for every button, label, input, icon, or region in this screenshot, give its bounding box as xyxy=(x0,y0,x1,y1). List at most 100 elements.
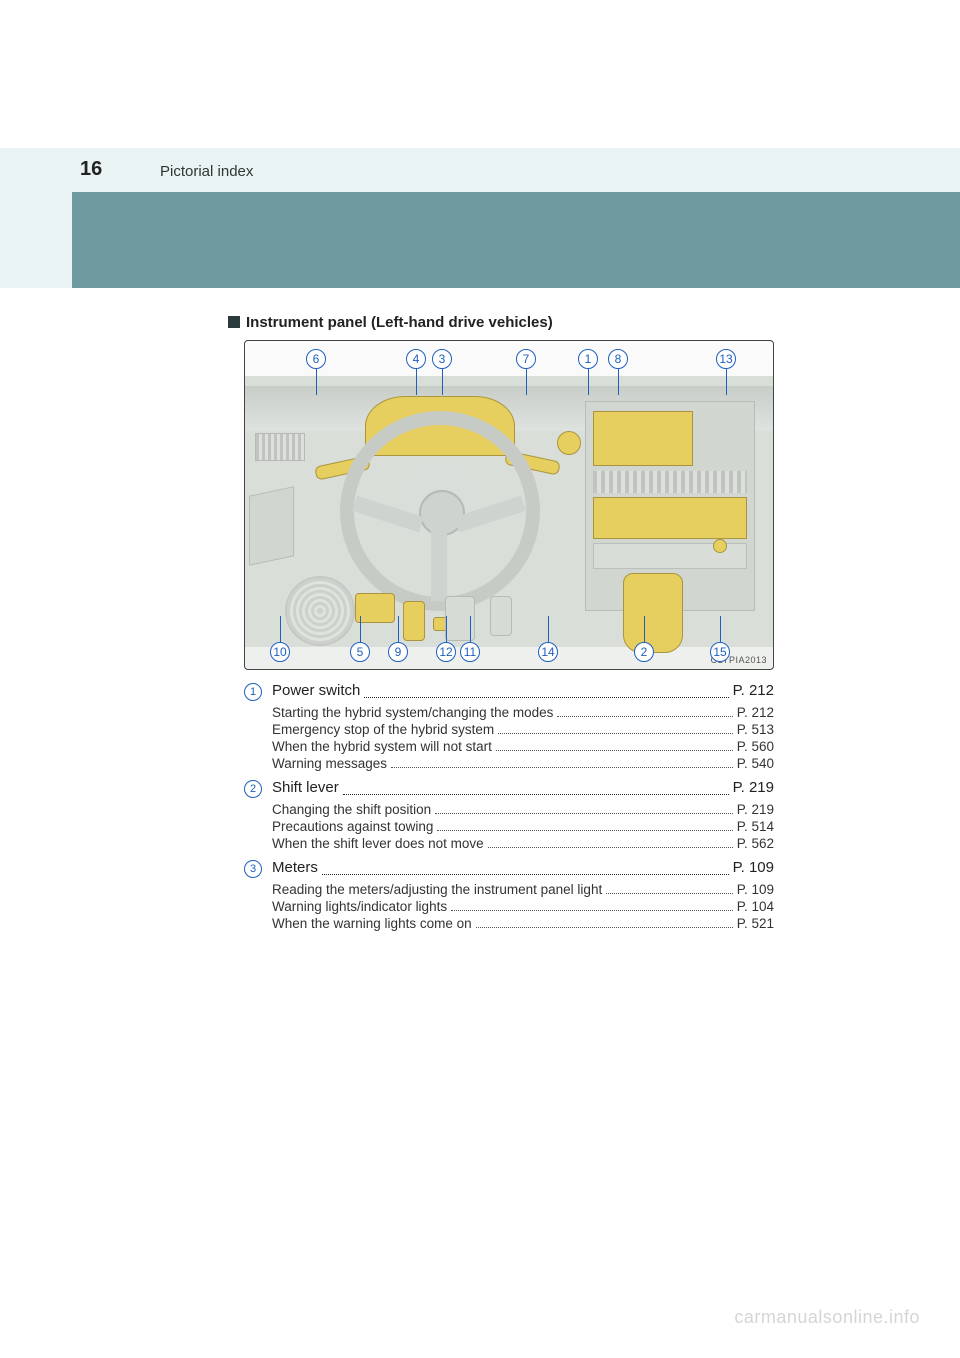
callout-15: 15 xyxy=(710,642,730,662)
aux-port xyxy=(713,539,727,553)
leader-dots xyxy=(606,893,733,894)
callout-leader xyxy=(526,369,527,395)
subitem-page: P. 219 xyxy=(737,802,774,817)
callout-3: 3 xyxy=(432,349,452,369)
leader-dots xyxy=(437,830,732,831)
callout-12: 12 xyxy=(436,642,456,662)
instrument-panel-diagram: CLYPIA2013 xyxy=(244,340,774,670)
entry-heading: 1Power switchP. 212 xyxy=(244,682,774,701)
callout-leader xyxy=(470,616,471,642)
index-entries: 1Power switchP. 212 Starting the hybrid s… xyxy=(244,682,774,939)
subitem-page: P. 513 xyxy=(737,722,774,737)
entry-subitem: Emergency stop of the hybrid system P. 51… xyxy=(272,722,774,737)
watermark: carmanualsonline.info xyxy=(734,1307,920,1328)
callout-1: 1 xyxy=(578,349,598,369)
vent-left xyxy=(255,433,305,461)
subitem-label: Starting the hybrid system/changing the … xyxy=(272,705,553,720)
subitem-page: P. 109 xyxy=(737,882,774,897)
leader-dots xyxy=(364,697,728,698)
callout-leader xyxy=(548,616,549,642)
leader-dots xyxy=(322,874,729,875)
subitem-page: P. 562 xyxy=(737,836,774,851)
entry-topic: Meters xyxy=(272,859,318,876)
subitem-page: P. 212 xyxy=(737,705,774,720)
leader-dots xyxy=(476,927,733,928)
subheading-text: Instrument panel (Left-hand drive vehicl… xyxy=(246,314,553,331)
callout-9: 9 xyxy=(388,642,408,662)
index-entry: 1Power switchP. 212 Starting the hybrid s… xyxy=(244,682,774,771)
callout-14: 14 xyxy=(538,642,558,662)
parking-brake-pedal xyxy=(403,601,425,641)
callout-leader xyxy=(398,616,399,642)
shift-lever xyxy=(623,573,683,653)
power-switch xyxy=(557,431,581,455)
leader-dots xyxy=(488,847,733,848)
callout-leader xyxy=(280,616,281,642)
callout-13: 13 xyxy=(716,349,736,369)
callout-leader xyxy=(446,616,447,642)
subitem-label: When the hybrid system will not start xyxy=(272,739,492,754)
leader-dots xyxy=(498,733,733,734)
leader-dots xyxy=(435,813,733,814)
callout-4: 4 xyxy=(406,349,426,369)
entry-subitem: Reading the meters/adjusting the instrum… xyxy=(272,882,774,897)
subitem-page: P. 540 xyxy=(737,756,774,771)
callout-leader xyxy=(644,616,645,642)
subheading: Instrument panel (Left-hand drive vehicl… xyxy=(228,314,553,331)
center-vents xyxy=(593,471,747,493)
left-shade xyxy=(0,192,72,288)
callout-5: 5 xyxy=(350,642,370,662)
entry-topic: Shift lever xyxy=(272,779,339,796)
entry-page: P. 219 xyxy=(733,779,774,796)
subitem-label: Warning lights/indicator lights xyxy=(272,899,447,914)
door-switch-panel xyxy=(249,486,294,566)
entry-subitem: Warning lights/indicator lights P. 104 xyxy=(272,899,774,914)
subitem-label: Emergency stop of the hybrid system xyxy=(272,722,494,737)
subitem-page: P. 521 xyxy=(737,916,774,931)
page: 16 Pictorial index Instrument panel (Lef… xyxy=(0,0,960,1358)
subitem-label: When the shift lever does not move xyxy=(272,836,484,851)
callout-leader xyxy=(618,369,619,395)
subitem-page: P. 514 xyxy=(737,819,774,834)
callout-leader xyxy=(726,369,727,395)
entry-page: P. 109 xyxy=(733,859,774,876)
door-speaker xyxy=(285,576,355,646)
entry-subitem: Starting the hybrid system/changing the … xyxy=(272,705,774,720)
callout-7: 7 xyxy=(516,349,536,369)
entry-subitem: Changing the shift positionP. 219 xyxy=(272,802,774,817)
entry-heading: 2Shift leverP. 219 xyxy=(244,779,774,798)
nav-screen xyxy=(593,411,693,466)
audio-unit xyxy=(593,497,747,539)
index-entry: 3MetersP. 109Reading the meters/adjustin… xyxy=(244,859,774,931)
leader-dots xyxy=(391,767,733,768)
subitem-page: P. 560 xyxy=(737,739,774,754)
subitem-page: P. 104 xyxy=(737,899,774,914)
page-number: 16 xyxy=(80,158,102,181)
entry-number-icon: 1 xyxy=(244,683,262,701)
leader-dots xyxy=(496,750,733,751)
callout-leader xyxy=(720,616,721,642)
teal-stripe xyxy=(72,192,960,288)
entry-subitem: When the shift lever does not move P. 562 xyxy=(272,836,774,851)
leader-dots xyxy=(557,716,732,717)
callout-leader xyxy=(416,369,417,395)
callout-2: 2 xyxy=(634,642,654,662)
section-title: Pictorial index xyxy=(160,163,253,180)
subitem-label: When the warning lights come on xyxy=(272,916,472,931)
index-entry: 2Shift leverP. 219Changing the shift pos… xyxy=(244,779,774,851)
callout-leader xyxy=(442,369,443,395)
leader-dots xyxy=(451,910,733,911)
subitem-label: Precautions against towing xyxy=(272,819,433,834)
bullet-square-icon xyxy=(228,316,240,328)
callout-6: 6 xyxy=(306,349,326,369)
accel-pedal xyxy=(490,596,512,636)
callout-8: 8 xyxy=(608,349,628,369)
callout-10: 10 xyxy=(270,642,290,662)
entry-heading: 3 Meters P. 109 xyxy=(244,859,774,878)
entry-number-icon: 3 xyxy=(244,860,262,878)
entry-subitem: Warning messagesP. 540 xyxy=(272,756,774,771)
header-band: 16 Pictorial index xyxy=(0,148,960,192)
entry-subitem: Precautions against towing P. 514 xyxy=(272,819,774,834)
entry-page: P. 212 xyxy=(733,682,774,699)
entry-subitem: When the warning lights come on P. 521 xyxy=(272,916,774,931)
